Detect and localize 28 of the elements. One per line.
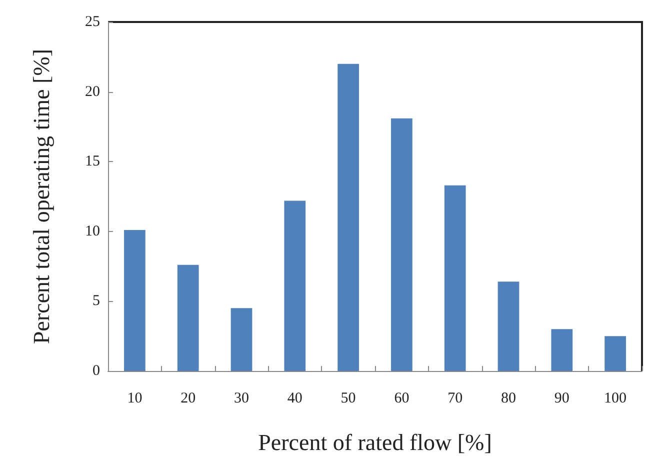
x-tick-label: 80 [501,390,516,406]
y-tick-label: 25 [85,14,100,30]
y-tick-label: 15 [85,154,100,170]
x-tick-label: 50 [340,390,356,406]
y-tick-label: 5 [92,293,100,310]
x-tick-label: 20 [180,390,196,406]
x-tick-label: 70 [448,390,463,406]
bar [177,264,199,371]
y-tick-label: 10 [85,223,100,240]
bar [391,118,412,371]
y-tick-label: 20 [85,84,100,100]
bar [498,282,520,371]
bar [551,329,573,371]
x-tick-label: 30 [234,390,249,406]
y-axis-title: Percent total operating time [%] [29,48,54,344]
bar [284,200,306,371]
x-tick-label: 90 [554,390,570,406]
x-tick-label: 60 [394,390,410,406]
bar [338,64,359,371]
x-tick-label: 40 [287,390,302,406]
bar [124,230,146,371]
x-tick-label: 10 [127,390,142,406]
bar [604,336,626,371]
bar [444,185,466,371]
x-axis-title: Percent of rated flow [%] [258,430,492,455]
x-tick-label: 100 [604,390,627,406]
bar [230,308,252,371]
y-tick-label: 0 [92,363,100,379]
